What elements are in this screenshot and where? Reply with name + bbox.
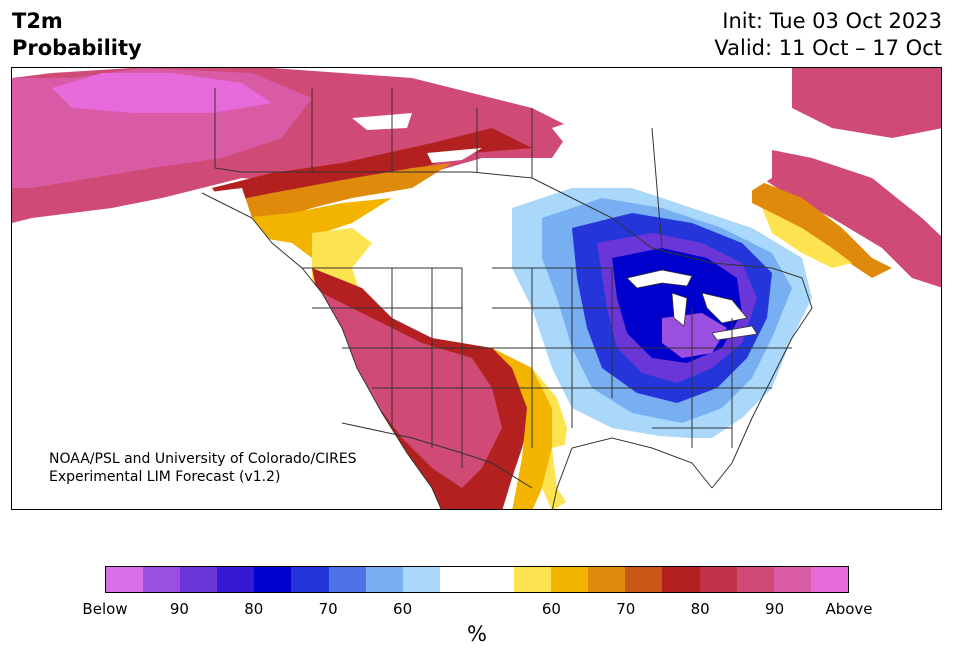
colorbar-swatch-17 <box>736 567 774 592</box>
colorbar-swatch-11 <box>514 567 552 592</box>
colorbar-swatch-16 <box>699 567 737 592</box>
warm-region-east-70 <box>752 178 892 278</box>
colorbar-swatch-18 <box>773 567 811 592</box>
colorbar-swatch-4 <box>254 567 292 592</box>
colorbar-tick-label: 70 <box>616 600 636 618</box>
credit-text: NOAA/PSL and University of Colorado/CIRE… <box>49 450 357 486</box>
colorbar-swatch-1 <box>143 567 181 592</box>
coastline-east <box>711 277 813 489</box>
mexico-border <box>341 422 533 489</box>
colorbar-swatch-8 <box>402 567 440 592</box>
us-states-central <box>492 267 672 448</box>
title-variable: T2m <box>12 9 63 33</box>
colorbar-swatch-3 <box>217 567 255 592</box>
credit-line-2: Experimental LIM Forecast (v1.2) <box>49 469 281 485</box>
map-title: T2m Probability <box>12 8 142 62</box>
colorbar-swatch-5 <box>291 567 329 592</box>
colorbar-swatch-6 <box>328 567 366 592</box>
arctic-islands-gaps <box>352 113 482 163</box>
cold-region-inner-90 <box>662 313 727 358</box>
warm-region-east-50 <box>762 208 852 268</box>
colorbar-tick-label: 80 <box>690 600 710 618</box>
colorbar-swatch-10 <box>476 567 515 592</box>
gulf-of-mexico <box>552 433 712 509</box>
colorbar-unit: % <box>467 622 487 646</box>
colorbar-swatch-0 <box>106 567 144 592</box>
coastline-gulf <box>551 437 713 509</box>
title-type: Probability <box>12 36 142 60</box>
atlantic-ocean <box>712 293 941 509</box>
great-lakes <box>626 269 758 341</box>
us-states-west <box>302 267 492 468</box>
colorbar-swatch-7 <box>365 567 403 592</box>
map-panel <box>11 67 942 510</box>
colorbar-tick-label: Below <box>82 600 128 618</box>
colorbar-swatch-9 <box>439 567 477 592</box>
init-date: Init: Tue 03 Oct 2023 <box>722 9 942 33</box>
colorbar-swatch-15 <box>662 567 700 592</box>
colorbar-swatch-12 <box>551 567 589 592</box>
colorbar-tick-label: 60 <box>393 600 413 618</box>
arctic-water <box>552 108 772 203</box>
colorbar-swatch-19 <box>810 567 848 592</box>
colorbar-swatch-13 <box>588 567 626 592</box>
colorbar-tick-label: 60 <box>541 600 561 618</box>
credit-line-1: NOAA/PSL and University of Colorado/CIRE… <box>49 451 357 467</box>
colorbar-swatch-2 <box>180 567 218 592</box>
us-states-east <box>652 308 792 448</box>
us-canada-border <box>242 171 803 279</box>
political-borders <box>201 88 813 509</box>
alaska-border <box>214 88 243 173</box>
probability-map <box>12 68 941 509</box>
warm-region-east-90 <box>762 148 941 288</box>
warm-band-70 <box>222 163 452 218</box>
colorbar-tick-label: 80 <box>244 600 264 618</box>
colorbar-tick-label: Above <box>825 600 873 618</box>
warm-region-greenland <box>792 68 941 138</box>
colorbar-tick-label: 90 <box>765 600 785 618</box>
canada-provinces <box>311 88 663 249</box>
colorbar-tick-label: 70 <box>318 600 338 618</box>
pacific-ocean <box>12 188 442 509</box>
colorbar-tick-label: 90 <box>169 600 189 618</box>
forecast-dates: Init: Tue 03 Oct 2023 Valid: 11 Oct – 17… <box>714 8 942 62</box>
valid-range: Valid: 11 Oct – 17 Oct <box>714 36 942 60</box>
colorbar <box>105 566 849 593</box>
coastline-west <box>201 192 442 509</box>
warm-band-60 <box>242 198 392 258</box>
warm-region-alaska-max <box>52 73 272 113</box>
colorbar-swatch-14 <box>625 567 663 592</box>
warm-band-80 <box>212 128 532 203</box>
